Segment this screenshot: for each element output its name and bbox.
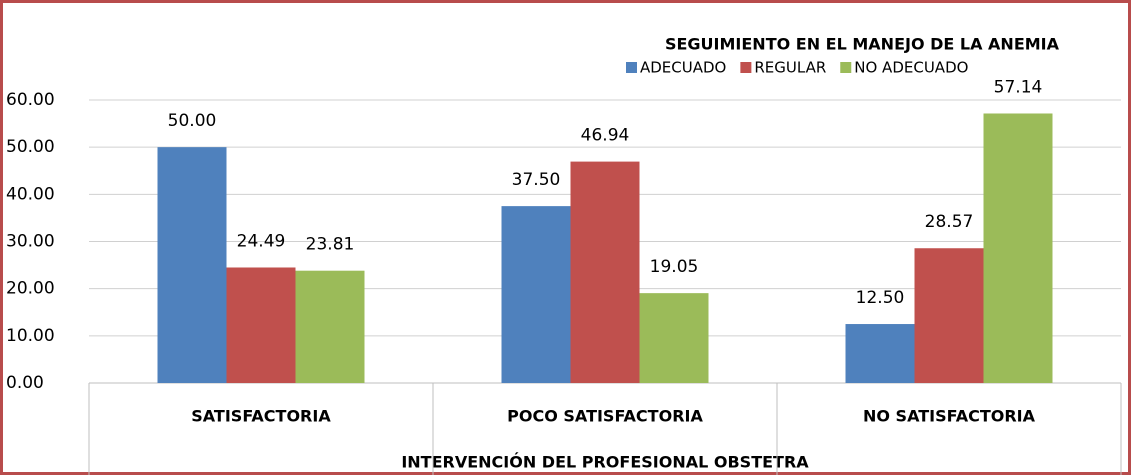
legend-swatch (740, 62, 752, 73)
value-label: 24.49 (237, 231, 286, 251)
bar (501, 206, 571, 383)
y-tick-label: 0.00 (6, 373, 44, 393)
x-axis-title: INTERVENCIÓN DEL PROFESIONAL OBSTETRA (401, 453, 809, 472)
y-tick-label: 10.00 (6, 326, 55, 346)
x-tick-label: POCO SATISFACTORIA (507, 407, 703, 426)
value-label: 19.05 (650, 257, 699, 277)
bar (639, 293, 709, 383)
bar (845, 324, 915, 383)
bar (226, 267, 296, 383)
bar (295, 270, 365, 383)
bar (157, 147, 227, 383)
legend-title: SEGUIMIENTO EN EL MANEJO DE LA ANEMIA (665, 35, 1060, 54)
value-label: 23.81 (306, 235, 355, 255)
y-tick-label: 30.00 (6, 232, 55, 252)
bar (983, 113, 1053, 383)
value-label: 46.94 (581, 126, 630, 146)
y-tick-label: 40.00 (6, 184, 55, 204)
y-tick-label: 50.00 (6, 137, 55, 157)
legend-label: REGULAR (754, 59, 826, 77)
y-tick-label: 60.00 (6, 90, 55, 110)
value-label: 57.14 (994, 77, 1043, 97)
value-label: 37.50 (512, 170, 561, 190)
legend-swatch (840, 62, 852, 73)
bar (570, 161, 640, 383)
x-tick-label: SATISFACTORIA (191, 407, 331, 426)
value-label: 50.00 (168, 111, 217, 131)
legend-label: ADECUADO (640, 59, 726, 77)
y-tick-label: 20.00 (6, 279, 55, 299)
value-label: 28.57 (925, 212, 974, 232)
legend-swatch (626, 62, 637, 73)
x-tick-label: NO SATISFACTORIA (863, 407, 1036, 426)
value-label: 12.50 (856, 288, 905, 308)
bar (914, 248, 984, 383)
legend-label: NO ADECUADO (854, 59, 968, 77)
